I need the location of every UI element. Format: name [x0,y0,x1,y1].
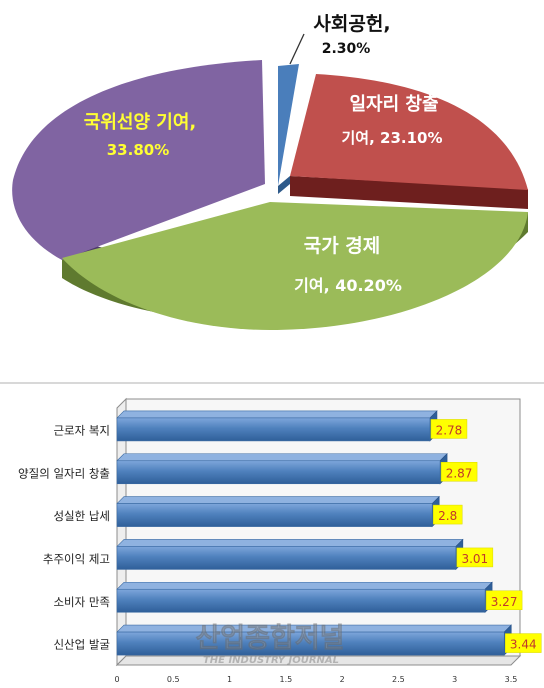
pie-value-red: 기여, 23.10% [342,129,443,147]
pie-label-blue: 사회공헌, [313,13,390,35]
x-tick-label: 3 [452,675,457,684]
bar-group [116,581,493,613]
pie-leader-line [289,33,305,65]
bar-value-label: 3.01 [461,552,488,566]
pie-value-green: 기여, 40.20% [294,276,402,295]
bar-top [116,539,464,547]
bar [116,631,505,656]
bar [116,546,457,570]
bar-chart: 근로자 복지 2.78 양질의 일자리 창출 2.87 성실한 납세 2.8 추주이익 제고… [18,397,542,684]
bar-category-label: 양질의 일자리 창출 [18,466,110,480]
bar-value-label: 2.78 [436,423,463,437]
pie-value-purple: 33.80% [107,141,169,159]
watermark-title: 산업종합저널 [195,623,344,654]
x-tick-label: 0.5 [167,675,180,684]
bar-top [116,410,438,419]
bar-group [116,453,448,485]
pie-slice-blue [278,64,299,186]
bar-group [116,495,440,528]
x-tick-label: 1.5 [279,675,292,684]
x-tick-label: 2 [340,675,345,684]
pie-slice-side-red [290,176,528,209]
watermark-logo: 산업종합저널 THE INDUSTRY JOURNAL [195,623,345,666]
pie-label-red: 일자리 창출 [349,94,438,115]
bar-top [116,581,493,590]
bar-category-label: 성실한 납세 [53,509,110,523]
bar-value-label-box [504,633,542,653]
bar-value-label-box [440,462,478,482]
x-tick-label: 3.5 [505,675,518,684]
x-tick-label: 2.5 [392,675,405,684]
bar [116,460,441,485]
bar-value-label-box [456,547,494,568]
pie-slice-purple [12,60,265,260]
watermark-subtitle: THE INDUSTRY JOURNAL [203,655,339,666]
pie-label-green: 국가 경제 [304,235,381,257]
x-tick-label: 0 [114,675,119,684]
bar-value-label: 2.8 [438,509,457,523]
bar-group [116,624,512,656]
pie-chart: 사회공헌, 2.30% 일자리 창출 기여, 23.10% 국가 경제 기여, … [12,13,528,330]
bar-value-label-box [485,590,523,610]
x-tick-label: 1 [227,675,232,684]
pie-slice-side-blue [278,176,290,194]
bar-value-label: 3.44 [510,638,537,652]
bar-value-label: 3.27 [491,595,518,609]
bar-category-label: 추주이익 제고 [43,552,110,566]
bar-chart-floor [115,655,522,666]
bar-category-label: 신산업 발굴 [53,638,110,652]
pie-label-purple: 국위선양 기여, [84,112,196,133]
bar-group [116,410,438,442]
bar [116,503,433,527]
bar-group [116,538,464,571]
bar-category-label: 소비자 만족 [53,595,110,609]
bar-value-label: 2.87 [446,466,473,480]
bar-top [116,453,448,462]
bar-top [116,496,440,504]
bar [116,588,486,613]
pie-slice-red [290,74,528,190]
bar-value-label-box [430,419,468,439]
bar-value-label-box [432,504,463,525]
bar-category-label: 근로자 복지 [53,423,110,437]
pie-value-blue: 2.30% [322,41,371,57]
bar [116,417,431,442]
pie-slice-green [62,202,528,330]
